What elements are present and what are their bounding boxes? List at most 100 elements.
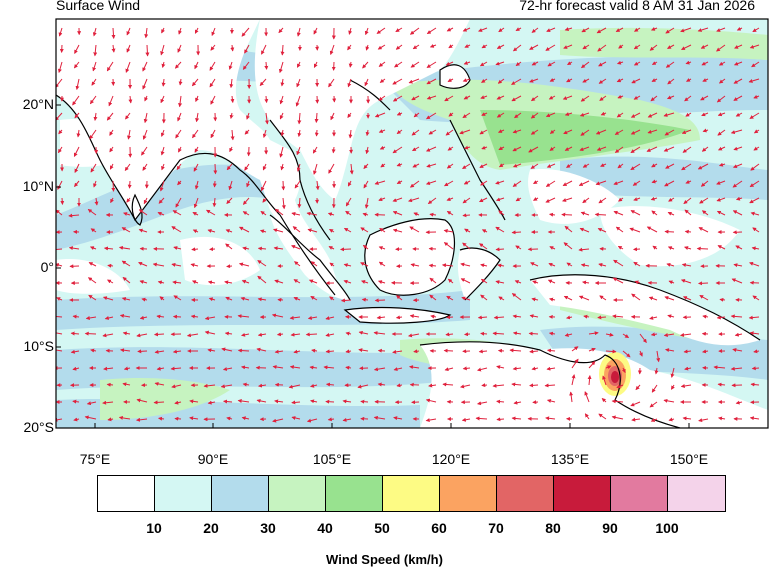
wind-arrow — [309, 365, 318, 370]
wind-arrow — [601, 398, 607, 403]
land-sulawesi — [457, 248, 500, 300]
wind-arrow — [426, 61, 437, 68]
wind-arrow — [630, 146, 641, 154]
wind-arrow — [446, 163, 454, 169]
wind-arrow — [460, 278, 471, 284]
wind-arrow — [365, 129, 370, 137]
wind-arrow — [496, 365, 505, 370]
wind-arrow — [629, 227, 641, 233]
wind-arrow — [394, 61, 403, 68]
wind-arrow — [582, 280, 590, 285]
wind-arrow — [613, 180, 624, 186]
legend-tick-label: 60 — [431, 520, 447, 536]
wind-arrow — [462, 213, 471, 218]
wind-arrow — [323, 365, 335, 370]
wind-arrow — [596, 27, 607, 34]
wind-arrow — [597, 228, 607, 233]
wind-arrow — [174, 416, 182, 421]
wind-arrow — [226, 197, 233, 204]
wind-arrow — [90, 348, 97, 353]
wind-arrow — [348, 27, 353, 35]
wind-arrow — [242, 61, 250, 70]
wind-arrow — [684, 366, 692, 371]
wind-arrow — [426, 27, 437, 35]
wind-arrow — [682, 296, 692, 301]
wind-arrow — [497, 348, 505, 353]
wind-arrow — [225, 296, 233, 301]
wind-arrow — [84, 331, 97, 336]
wind-arrow — [481, 145, 488, 150]
wind-arrow — [666, 262, 675, 267]
wind-arrow — [57, 146, 63, 154]
wind-arrow — [192, 229, 199, 234]
wind-arrow — [512, 163, 522, 168]
wind-arrow — [597, 315, 607, 320]
wind-arrow — [392, 95, 403, 102]
wind-arrow — [93, 112, 98, 121]
wind-arrow — [667, 211, 675, 216]
wind-arrow — [530, 262, 539, 267]
wind-arrow — [345, 197, 352, 207]
wind-arrow — [358, 330, 369, 335]
wind-arrow — [222, 367, 233, 371]
wind-arrow — [479, 243, 488, 250]
wind-arrow — [733, 263, 743, 268]
wind-arrow — [614, 146, 624, 153]
wind-arrow — [446, 210, 454, 216]
wind-arrow — [325, 332, 335, 337]
wind-arrow — [92, 27, 97, 37]
wind-arrow — [364, 27, 369, 36]
wind-arrow — [563, 295, 573, 301]
wind-arrow — [563, 44, 573, 49]
wind-arrow — [634, 280, 641, 285]
wind-arrow — [413, 212, 420, 217]
wind-arrow — [533, 180, 539, 185]
calm-patch — [56, 259, 130, 294]
wind-arrow — [426, 78, 437, 85]
wind-arrow — [462, 112, 471, 119]
wind-arrow — [413, 349, 420, 354]
wind-arrow — [480, 331, 488, 336]
wind-arrow — [549, 212, 556, 217]
wind-arrow — [313, 27, 318, 35]
wind-arrow — [396, 383, 403, 388]
wind-arrow — [621, 367, 626, 374]
wind-arrow — [207, 280, 216, 285]
wind-arrow — [68, 213, 80, 218]
wind-arrow — [89, 95, 97, 105]
wind-arrow — [229, 78, 234, 89]
wind-arrow — [446, 295, 454, 301]
wind-arrow — [571, 358, 579, 369]
wind-arrow — [241, 279, 250, 284]
wind-arrow — [697, 27, 709, 32]
wind-arrow — [651, 61, 658, 66]
wind-arrow — [241, 27, 250, 37]
wind-arrow — [325, 382, 335, 387]
wind-arrow — [56, 332, 63, 335]
wind-arrow — [751, 61, 760, 68]
calm-patch — [528, 169, 620, 224]
wind-arrow — [106, 61, 114, 72]
wind-arrow — [136, 417, 148, 422]
wind-arrow — [475, 416, 488, 421]
wind-arrow — [204, 330, 216, 335]
wind-arrow — [209, 61, 216, 71]
wind-arrow — [463, 95, 471, 100]
wind-arrow — [122, 382, 131, 387]
wind-arrow — [580, 263, 590, 268]
wind-arrow — [447, 146, 454, 151]
wind-arrow — [749, 416, 760, 421]
wind-arrow — [663, 112, 675, 117]
wind-arrow — [273, 228, 284, 233]
lat-label-10s: 10°S — [23, 338, 54, 354]
lon-label-75e: 75°E — [79, 451, 111, 467]
wind-arrow — [88, 294, 97, 301]
wind-arrow — [228, 180, 233, 191]
wind-arrow — [173, 246, 182, 250]
wind-arrow — [408, 78, 420, 84]
wind-arrow — [579, 227, 590, 233]
wind-arrow — [480, 180, 488, 186]
wind-arrow — [447, 278, 454, 284]
wind-arrow — [377, 44, 386, 50]
wind-arrow — [464, 228, 471, 233]
